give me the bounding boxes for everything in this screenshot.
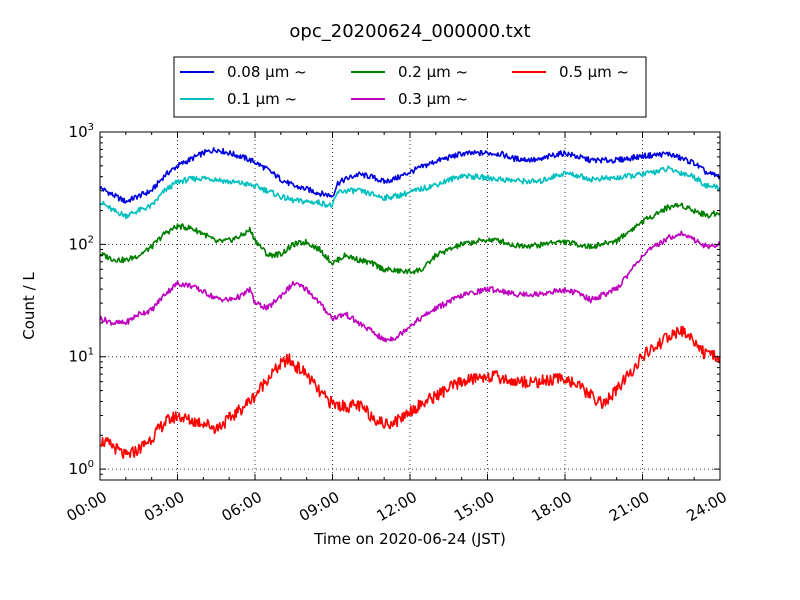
legend-label: 0.2 µm ~ <box>398 63 468 81</box>
series-line <box>99 147 721 204</box>
x-axis-label: Time on 2020-06-24 (JST) <box>313 530 506 548</box>
axis-ticks <box>99 131 721 481</box>
chart-title: opc_20200624_000000.txt <box>289 21 530 42</box>
legend-frame <box>173 56 647 118</box>
series-line <box>99 230 721 343</box>
legend-label: 0.5 µm ~ <box>559 63 629 81</box>
legend-label: 0.3 µm ~ <box>398 90 468 108</box>
series-line <box>99 165 721 220</box>
grid <box>100 132 720 480</box>
legend-label: 0.08 µm ~ <box>227 63 307 81</box>
series-lines <box>99 147 721 460</box>
series-line <box>99 325 721 460</box>
series-line <box>99 202 721 275</box>
legend: 0.08 µm ~ 0.1 µm ~ 0.2 µm ~ 0.3 µm ~ 0.5 µm … <box>173 56 647 118</box>
y-axis-label: Count / L <box>20 272 38 340</box>
legend-label: 0.1 µm ~ <box>227 90 297 108</box>
